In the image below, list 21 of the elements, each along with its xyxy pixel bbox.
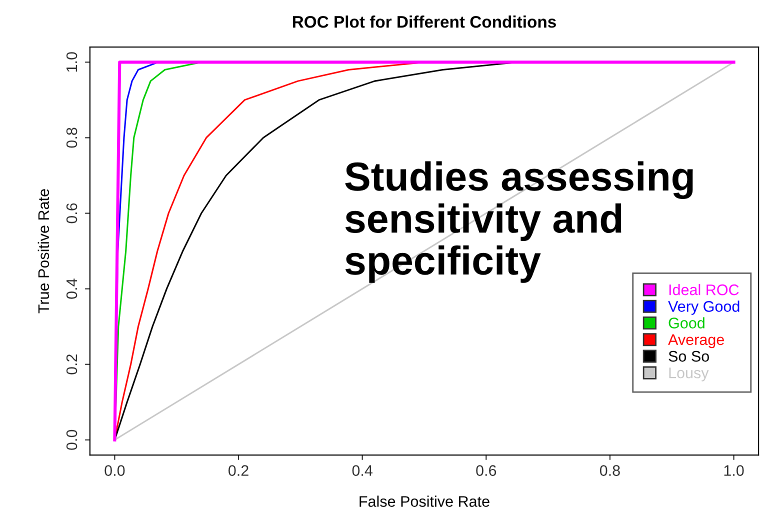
legend-label: Very Good	[668, 300, 740, 315]
y-axis-title: True Positive Rate	[38, 189, 50, 314]
y-tick-label: 0.6	[66, 203, 78, 224]
y-tick-label: 0.2	[66, 354, 78, 374]
x-axis-title: False Positive Rate	[360, 496, 490, 507]
x-tick-label: 0.0	[104, 465, 125, 476]
x-tick-label: 0.4	[352, 465, 372, 476]
x-tick-label: 0.6	[476, 465, 496, 476]
x-tick-label: 1.0	[724, 465, 744, 476]
legend-label: Average	[668, 334, 724, 348]
y-tick-label: 0.8	[66, 128, 78, 148]
annotation: Studies assessing sensitivity and specificity	[345, 161, 693, 283]
y-tick-label: 0.4	[66, 278, 78, 299]
legend-label: So So	[668, 350, 709, 362]
legend-label: Good	[668, 317, 704, 328]
y-tick-label: 0.0	[66, 430, 78, 450]
x-tick-label: 0.2	[228, 465, 248, 476]
x-tick-label: 0.8	[600, 465, 620, 476]
legend-label: Ideal ROC	[669, 284, 739, 296]
y-tick-label: 1.0	[66, 52, 78, 72]
chart-title: ROC Plot for Different Conditions	[292, 16, 556, 28]
